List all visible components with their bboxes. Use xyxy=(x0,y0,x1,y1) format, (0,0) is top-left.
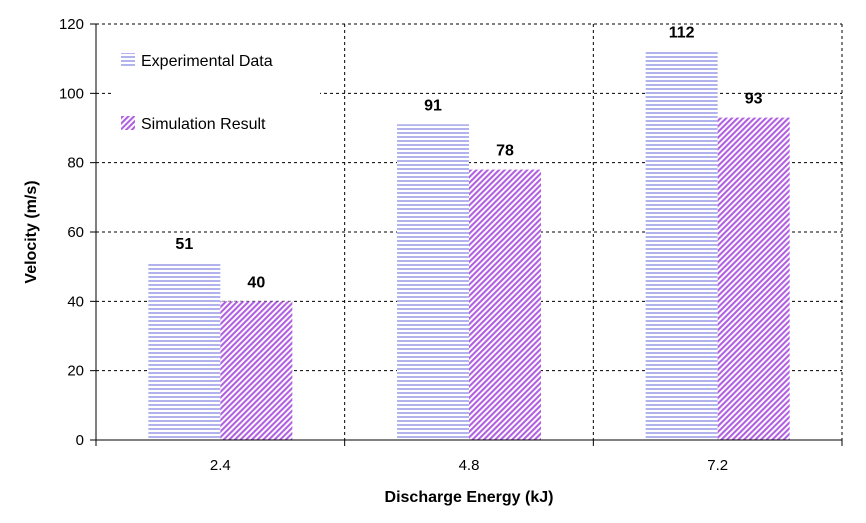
data-label: 93 xyxy=(745,91,763,108)
bar-simulation xyxy=(469,169,541,440)
bar-experimental xyxy=(148,263,221,440)
bar-simulation xyxy=(717,117,790,440)
axes xyxy=(90,23,843,446)
y-tick-label: 40 xyxy=(67,293,84,310)
bar-simulation xyxy=(220,301,293,440)
bar-experimental xyxy=(397,124,469,441)
legend-box xyxy=(112,36,320,144)
legend-label: Simulation Result xyxy=(141,116,266,133)
data-label: 40 xyxy=(247,274,265,291)
labels: 0 20 40 60 80 100 120 51 40 2.4 91 78 4.8 112 93 7.2 xyxy=(59,16,763,474)
y-tick-label: 60 xyxy=(67,224,84,241)
x-tick-label: 4.8 xyxy=(459,457,480,474)
data-label: 91 xyxy=(424,98,442,115)
y-axis-title: Velocity (m/s) xyxy=(23,180,40,283)
legend: Experimental Data Simulation Result xyxy=(112,36,320,144)
y-tick-label: 0 xyxy=(76,432,84,449)
y-tick-label: 100 xyxy=(59,85,84,102)
x-tick-label: 2.4 xyxy=(210,457,231,474)
y-tick-label: 80 xyxy=(67,155,84,172)
x-axis-title: Discharge Energy (kJ) xyxy=(385,489,554,506)
data-label: 112 xyxy=(669,25,695,42)
legend-swatch xyxy=(121,116,135,130)
data-label: 51 xyxy=(175,236,193,253)
y-tick-label: 120 xyxy=(59,16,84,33)
y-tick-label: 20 xyxy=(67,363,84,380)
bars xyxy=(148,51,790,441)
legend-label: Experimental Data xyxy=(141,53,273,70)
x-tick-label: 7.2 xyxy=(707,457,728,474)
legend-swatch xyxy=(121,53,135,67)
data-label: 78 xyxy=(496,143,514,160)
bar-experimental xyxy=(645,51,718,440)
